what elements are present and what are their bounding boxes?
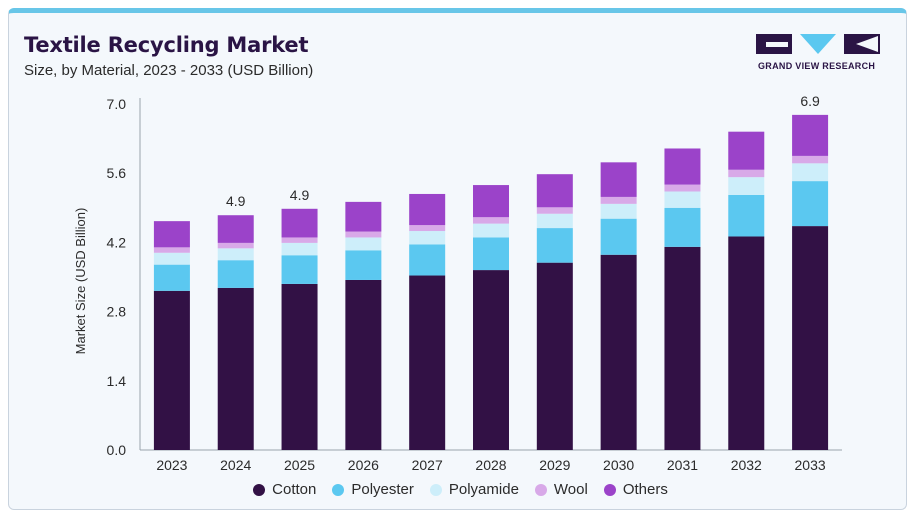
bar-segment-polyester [728,194,765,237]
logo-text: GRAND VIEW RESEARCH [758,61,876,71]
y-tick-label: 4.2 [107,234,127,250]
bar-segment-cotton [345,279,382,450]
bar-segment-others [409,193,446,226]
bar-segment-wool [792,155,829,164]
bar-segment-wool [600,196,637,204]
bar-segment-others [153,221,190,248]
legend-swatch [253,483,266,496]
x-tick-label: 2028 [475,457,506,473]
x-tick-label: 2027 [412,457,443,473]
bar-segment-polyamide [409,231,446,245]
legend-swatch [429,483,442,496]
data-label: 6.9 [800,93,820,109]
bar-segment-others [664,148,701,185]
legend-item-others: Others [603,481,668,498]
legend-item-wool: Wool [534,481,588,498]
y-tick-label: 7.0 [107,96,127,112]
legend-label: Cotton [272,481,317,498]
bar-segment-polyester [473,237,509,271]
bar-segment-polyester [664,207,701,247]
chart-legend: Cotton Polyester Polyamide Wool Others [0,481,921,500]
bar-segment-cotton [409,275,446,450]
bar-segment-cotton [536,262,573,450]
legend-swatch [603,483,616,496]
bar-segment-others [473,185,509,218]
bar-segment-polyamide [217,248,254,261]
x-tick-label: 2031 [667,457,698,473]
bar-segment-wool [345,231,382,238]
y-tick-label: 2.8 [107,304,127,320]
legend-item-cotton: Cotton [253,481,316,498]
bar-segment-polyamide [600,203,637,219]
legend-label: Polyamide [448,481,519,498]
legend-item-polyamide: Polyamide [429,481,519,498]
bar-segment-polyester [600,218,637,255]
bar-segment-polyester [409,244,446,276]
x-tick-label: 2029 [539,457,570,473]
bar-segment-wool [728,169,765,178]
grand-view-research-logo [756,34,880,54]
x-tick-label: 2025 [284,457,315,473]
x-tick-label: 2032 [731,457,762,473]
bar-segment-wool [409,225,446,232]
x-tick-label: 2030 [603,457,634,473]
legend-swatch [332,483,345,496]
bar-segment-cotton [600,254,637,450]
bar-segment-cotton [281,283,318,450]
y-tick-label: 5.6 [107,165,127,181]
data-label: 4.9 [290,187,310,203]
bar-segment-polyester [153,264,190,291]
bar-segment-others [792,114,829,156]
x-tick-label: 2024 [220,457,251,473]
legend-label: Wool [553,481,588,498]
x-tick-label: 2026 [348,457,379,473]
bar-segment-wool [153,247,190,253]
y-tick-label: 1.4 [107,373,127,389]
bar-segment-others [345,201,382,232]
legend-swatch [534,483,547,496]
bar-segment-wool [536,207,573,214]
legend-label: Polyester [351,481,414,498]
bar-segment-others [728,131,765,170]
bar-segment-polyester [345,250,382,280]
bar-segment-cotton [664,246,701,450]
data-label: 4.9 [226,193,246,209]
bar-segment-wool [217,242,254,249]
bar-segment-others [281,208,318,238]
legend-label: Others [622,481,668,498]
x-tick-label: 2033 [795,457,826,473]
bar-segment-cotton [728,236,765,450]
bar-segment-cotton [217,287,254,450]
bar-segment-polyester [792,181,829,227]
bar-segment-cotton [153,290,190,450]
bar-segment-cotton [473,270,509,450]
legend-item-polyester: Polyester [332,481,414,498]
bar-segment-polyester [217,260,254,288]
bar-segment-polyester [281,255,318,284]
bar-segment-polyamide [281,242,318,256]
bar-segment-polyamide [536,213,573,229]
bar-segment-wool [473,217,509,224]
bar-segment-polyamide [345,237,382,251]
bar-segment-wool [664,184,701,192]
bar-segment-others [536,174,573,208]
y-tick-label: 0.0 [107,442,127,458]
y-axis-title: Market Size (USD Billion) [73,208,88,355]
bar-segment-polyamide [792,163,829,182]
x-tick-label: 2023 [156,457,187,473]
bar-segment-polyester [536,228,573,263]
bar-segment-others [600,162,637,197]
bar-segment-polyamide [473,223,509,238]
chart-title: Textile Recycling Market [24,33,309,57]
bar-segment-wool [281,237,318,243]
bar-segment-polyamide [728,177,765,195]
bar-segment-others [217,215,254,243]
bar-segment-polyamide [153,252,190,265]
bar-segment-cotton [792,226,829,450]
bar-segment-polyamide [664,191,701,208]
chart-subtitle: Size, by Material, 2023 - 2033 (USD Bill… [24,62,314,79]
